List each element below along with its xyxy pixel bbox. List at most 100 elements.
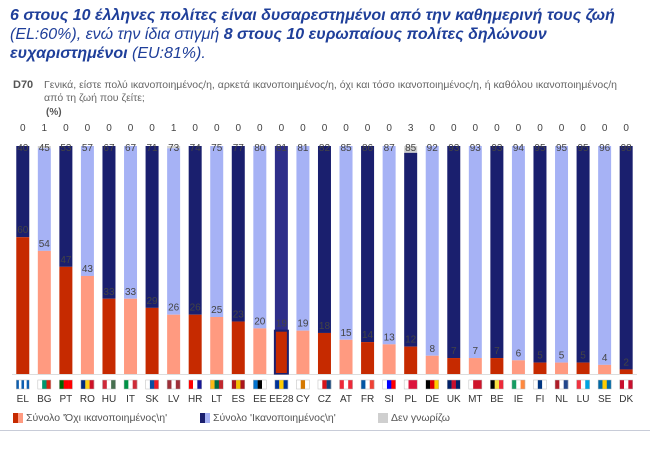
flag-pl-icon bbox=[403, 379, 418, 390]
category-label-mt: MT bbox=[468, 394, 482, 405]
bar-not-satisfied-at bbox=[339, 339, 353, 374]
legend-dont-know-label: Δεν γνωρίζω bbox=[391, 412, 450, 424]
question-code: D70 bbox=[13, 79, 34, 91]
flag-it-icon bbox=[123, 379, 138, 390]
bar-not-satisfied-es bbox=[231, 321, 245, 374]
flag-lv-icon bbox=[166, 379, 181, 390]
flag-stripe-be bbox=[494, 380, 500, 389]
label-dont-know-cz: 0 bbox=[322, 123, 328, 134]
label-not-satisfied-at: 15 bbox=[340, 328, 352, 339]
flag-stripe-bg bbox=[37, 380, 43, 389]
label-dont-know-nl: 0 bbox=[559, 123, 565, 134]
label-dont-know-si: 0 bbox=[386, 123, 392, 134]
label-dont-know-lu: 0 bbox=[580, 123, 586, 134]
label-not-satisfied-si: 13 bbox=[384, 332, 396, 343]
label-dont-know-sk: 0 bbox=[149, 123, 155, 134]
flag-cy-icon bbox=[296, 379, 310, 390]
bar-not-satisfied-lv bbox=[167, 314, 181, 374]
label-dont-know-lv: 1 bbox=[171, 123, 177, 134]
flag-stripe-se bbox=[602, 380, 607, 389]
label-satisfied-ro: 57 bbox=[82, 143, 94, 154]
category-label-bg: BG bbox=[37, 394, 52, 405]
flag-uk-icon bbox=[447, 379, 461, 390]
flag-stripe-ro bbox=[80, 380, 86, 389]
flag-stripe-es bbox=[240, 380, 245, 389]
label-not-satisfied-fr: 14 bbox=[362, 330, 374, 341]
flag-stripe-el bbox=[16, 380, 20, 389]
flag-stripe-mt bbox=[477, 380, 483, 389]
bar-not-satisfied-it bbox=[124, 298, 138, 374]
flag-stripe-dk bbox=[619, 380, 625, 389]
flag-stripe-pl bbox=[412, 380, 418, 389]
category-label-el: EL bbox=[17, 394, 30, 405]
flag-stripe-lu bbox=[580, 380, 586, 389]
flag-stripe-fi bbox=[542, 380, 547, 389]
flag-stripe-ee bbox=[257, 380, 263, 389]
flag-stripe-el bbox=[21, 380, 25, 389]
flag-bg-icon bbox=[37, 379, 52, 390]
category-label-cz: CZ bbox=[318, 394, 331, 405]
label-dont-know-de: 0 bbox=[429, 123, 435, 134]
label-not-satisfied-sk: 29 bbox=[147, 296, 159, 307]
flag-fr-icon bbox=[360, 379, 375, 390]
category-label-uk: UK bbox=[447, 394, 461, 405]
category-label-se: SE bbox=[598, 394, 612, 405]
bar-not-satisfied-fi bbox=[533, 362, 547, 374]
flag-stripe-pt bbox=[59, 380, 64, 389]
bar-not-satisfied-ee bbox=[253, 328, 267, 374]
flag-stripe-ie bbox=[511, 380, 517, 389]
flag-stripe-ee bbox=[253, 380, 258, 389]
label-not-satisfied-lv: 26 bbox=[168, 303, 180, 314]
category-label-nl: NL bbox=[555, 394, 568, 405]
label-satisfied-es: 77 bbox=[233, 143, 245, 154]
flag-stripe-es bbox=[231, 380, 237, 389]
flag-stripe-hu bbox=[111, 380, 116, 389]
flag-stripe-be bbox=[490, 380, 495, 389]
flag-stripe-hr bbox=[197, 380, 202, 389]
category-label-cy: CY bbox=[296, 394, 310, 405]
bar-satisfied-lu bbox=[576, 146, 590, 363]
category-label-lu: LU bbox=[577, 394, 590, 405]
flag-stripe-lt bbox=[218, 380, 224, 389]
label-satisfied-fi: 95 bbox=[534, 143, 546, 154]
label-dont-know-bg: 1 bbox=[42, 123, 48, 134]
label-dont-know-it: 0 bbox=[128, 123, 134, 134]
label-not-satisfied-nl: 5 bbox=[559, 351, 565, 362]
label-not-satisfied-fi: 5 bbox=[537, 351, 543, 362]
flag-stripe-lv bbox=[171, 380, 176, 389]
flag-stripe-sk bbox=[145, 380, 151, 389]
label-dont-know-ee28: 0 bbox=[279, 123, 285, 134]
label-satisfied-be: 93 bbox=[491, 143, 503, 154]
label-not-satisfied-cz: 18 bbox=[319, 321, 331, 332]
bar-satisfied-dk bbox=[619, 146, 633, 370]
bar-satisfied-uk bbox=[447, 146, 461, 359]
bar-not-satisfied-ie bbox=[511, 360, 525, 374]
flag-stripe-se bbox=[606, 380, 612, 389]
bar-satisfied-ie bbox=[511, 146, 525, 361]
bar-satisfied-mt bbox=[468, 146, 482, 359]
bar-satisfied-hr bbox=[188, 146, 202, 315]
flag-ro-icon bbox=[80, 379, 95, 390]
label-satisfied-ee: 80 bbox=[254, 143, 266, 154]
bar-satisfied-cy bbox=[296, 146, 310, 331]
flag-stripe-ee28 bbox=[283, 380, 289, 389]
flag-stripe-ee28 bbox=[279, 380, 284, 389]
category-label-ie: IE bbox=[514, 394, 524, 405]
label-satisfied-at: 85 bbox=[340, 143, 352, 154]
bar-not-satisfied-ro bbox=[80, 275, 94, 374]
bar-not-satisfied-cz bbox=[317, 332, 331, 374]
flag-stripe-lu bbox=[585, 380, 590, 389]
flag-stripe-at bbox=[343, 380, 349, 389]
label-dont-know-mt: 0 bbox=[473, 123, 479, 134]
flag-stripe-cz bbox=[322, 380, 327, 389]
legend-dont-know-swatch bbox=[378, 413, 388, 423]
label-not-satisfied-pt: 47 bbox=[60, 255, 72, 266]
flag-ee-icon bbox=[253, 379, 267, 390]
flag-stripe-be bbox=[499, 380, 504, 389]
flag-hr-icon bbox=[188, 379, 202, 390]
category-label-es: ES bbox=[232, 394, 246, 405]
bar-satisfied-pt bbox=[59, 146, 73, 267]
bar-satisfied-es bbox=[231, 146, 245, 322]
label-not-satisfied-hr: 26 bbox=[190, 303, 202, 314]
label-not-satisfied-dk: 2 bbox=[623, 357, 629, 368]
